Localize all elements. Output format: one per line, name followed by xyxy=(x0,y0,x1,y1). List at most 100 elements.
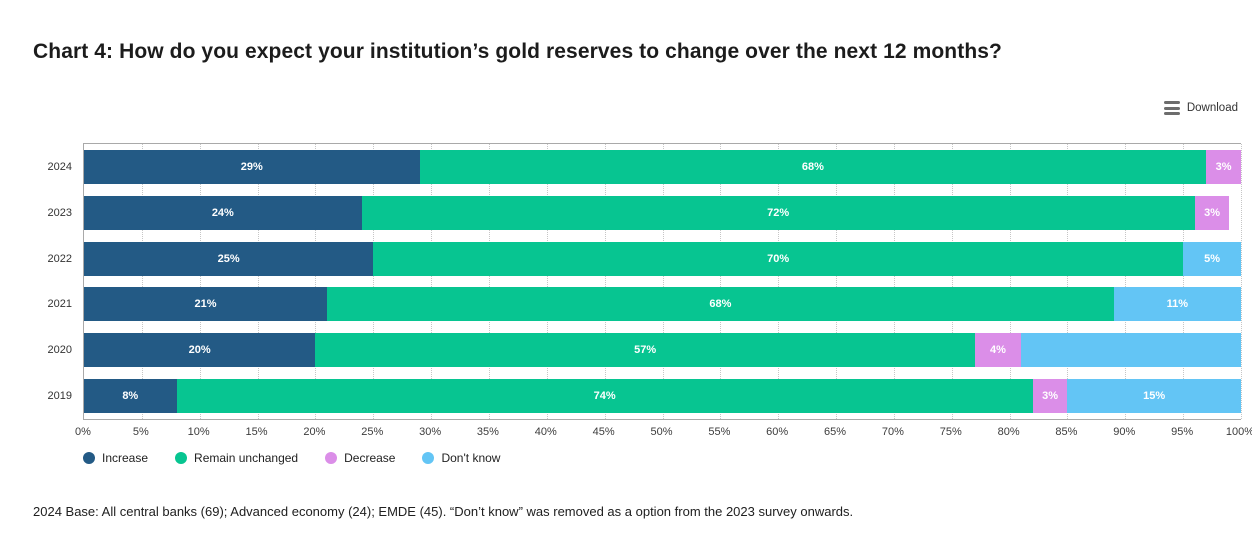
gridline-95 xyxy=(1183,144,1185,419)
gridline-50 xyxy=(662,144,664,419)
x-axis: 0% 5% 10% 15% 20% 25% 30% 35% 40% 45% 50% 55% 60% 65%… xyxy=(75,426,1252,440)
x-tick-30: 30% xyxy=(419,426,442,438)
x-tick-50: 50% xyxy=(650,426,673,438)
gridline-5 xyxy=(141,144,143,419)
category-label-2019: 2019 xyxy=(47,390,72,403)
segment-decrease-2019[interactable]: 3% xyxy=(1032,379,1068,414)
x-tick-60: 60% xyxy=(766,426,789,438)
legend-item-don-t-know[interactable]: Don't know xyxy=(422,451,500,465)
chart-title: Chart 4: How do you expect your institut… xyxy=(33,40,1002,63)
stacked-bar-2020: 20% 57% 4% xyxy=(84,333,1241,368)
download-label: Download xyxy=(1186,102,1238,114)
category-label-2022: 2022 xyxy=(47,252,72,265)
x-tick-55: 55% xyxy=(708,426,731,438)
bar-row-2023: 2023 24% 72% 3% xyxy=(48,190,1241,236)
legend-label-increase: Increase xyxy=(102,451,149,465)
legend-label-remain-unchanged: Remain unchanged xyxy=(194,451,299,465)
x-tick-65: 65% xyxy=(824,426,847,438)
x-tick-70: 70% xyxy=(881,426,904,438)
gridline-85 xyxy=(1067,144,1069,419)
segment-increase-2020[interactable]: 20% xyxy=(84,333,316,368)
bar-row-2019: 2019 8% 74% 3% 15% xyxy=(48,373,1241,419)
category-label-2023: 2023 xyxy=(47,206,72,219)
download-menu-icon xyxy=(1163,101,1180,115)
segment-increase-2023[interactable]: 24% xyxy=(84,195,362,230)
bar-row-2022: 2022 25% 70% 5% xyxy=(48,236,1241,282)
x-tick-100: 100% xyxy=(1225,426,1252,438)
gridline-90 xyxy=(1125,144,1127,419)
segment-don-t-know-2022[interactable]: 5% xyxy=(1183,241,1241,276)
stacked-bar-2023: 24% 72% 3% xyxy=(84,195,1241,230)
segment-increase-2024[interactable]: 29% xyxy=(84,149,420,184)
x-tick-35: 35% xyxy=(476,426,499,438)
bar-row-2021: 2021 21% 68% 11% xyxy=(48,282,1241,328)
segment-decrease-2024[interactable]: 3% xyxy=(1206,149,1241,184)
gridline-45 xyxy=(604,144,606,419)
x-tick-45: 45% xyxy=(592,426,615,438)
segment-remain-unchanged-2021[interactable]: 68% xyxy=(326,287,1114,322)
category-label-2021: 2021 xyxy=(47,298,72,311)
gridline-15 xyxy=(257,144,259,419)
gridline-60 xyxy=(778,144,780,419)
gridline-55 xyxy=(720,144,722,419)
x-tick-5: 5% xyxy=(132,426,149,438)
gridline-75 xyxy=(951,144,953,419)
x-tick-90: 90% xyxy=(1113,426,1136,438)
x-tick-10: 10% xyxy=(187,426,210,438)
legend-item-increase[interactable]: Increase xyxy=(83,451,148,465)
stacked-bar-2024: 29% 68% 3% xyxy=(84,149,1241,184)
category-label-2020: 2020 xyxy=(47,344,72,357)
bar-row-2020: 2020 20% 57% 4% xyxy=(48,327,1241,373)
gridline-25 xyxy=(373,144,375,419)
x-tick-25: 25% xyxy=(361,426,384,438)
gridline-70 xyxy=(893,144,895,419)
x-tick-15: 15% xyxy=(245,426,268,438)
x-tick-20: 20% xyxy=(303,426,326,438)
stacked-bar-2021: 21% 68% 11% xyxy=(84,287,1241,322)
gridline-65 xyxy=(836,144,838,419)
download-button[interactable]: Download xyxy=(1163,101,1238,115)
x-tick-80: 80% xyxy=(997,426,1020,438)
bar-row-2024: 2024 29% 68% 3% xyxy=(48,144,1241,190)
legend-item-remain-unchanged[interactable]: Remain unchanged xyxy=(175,451,298,465)
segment-remain-unchanged-2023[interactable]: 72% xyxy=(361,195,1195,230)
legend-label-don-t-know: Don't know xyxy=(441,451,501,465)
legend: Increase Remain unchanged Decrease Don't kn… xyxy=(83,451,500,465)
gridline-35 xyxy=(488,144,490,419)
gridline-20 xyxy=(315,144,317,419)
legend-dot-remain-unchanged xyxy=(175,452,188,464)
legend-item-decrease[interactable]: Decrease xyxy=(325,451,395,465)
x-tick-85: 85% xyxy=(1055,426,1078,438)
segment-don-t-know-2020[interactable] xyxy=(1021,333,1241,368)
segment-decrease-2023[interactable]: 3% xyxy=(1194,195,1230,230)
segment-decrease-2020[interactable]: 4% xyxy=(974,333,1022,368)
x-tick-40: 40% xyxy=(534,426,557,438)
gridline-40 xyxy=(546,144,548,419)
segment-increase-2022[interactable]: 25% xyxy=(84,241,374,276)
stacked-bar-2022: 25% 70% 5% xyxy=(84,241,1241,276)
legend-label-decrease: Decrease xyxy=(344,451,396,465)
legend-dot-don-t-know xyxy=(422,452,435,464)
stacked-bar-2019: 8% 74% 3% 15% xyxy=(84,379,1241,414)
segment-remain-unchanged-2024[interactable]: 68% xyxy=(419,149,1207,184)
segment-don-t-know-2019[interactable]: 15% xyxy=(1067,379,1241,414)
plot-area: 2024 29% 68% 3% 2023 24% 72% 3% 2022 25% 70% 5% 2021… xyxy=(48,143,1242,420)
segment-remain-unchanged-2022[interactable]: 70% xyxy=(373,241,1184,276)
category-label-2024: 2024 xyxy=(47,160,72,173)
legend-dot-decrease xyxy=(325,452,338,464)
segment-increase-2019[interactable]: 8% xyxy=(84,379,177,414)
x-tick-75: 75% xyxy=(939,426,962,438)
gridline-100 xyxy=(1241,144,1242,419)
x-tick-0: 0% xyxy=(75,426,91,438)
footnote: 2024 Base: All central banks (69); Advan… xyxy=(33,504,854,519)
gridline-30 xyxy=(431,144,433,419)
segment-remain-unchanged-2020[interactable]: 57% xyxy=(315,333,975,368)
segment-increase-2021[interactable]: 21% xyxy=(84,287,327,322)
x-tick-95: 95% xyxy=(1171,426,1194,438)
segment-don-t-know-2021[interactable]: 11% xyxy=(1113,287,1241,322)
legend-dot-increase xyxy=(83,452,95,464)
gridline-80 xyxy=(1009,144,1011,419)
gridline-10 xyxy=(199,144,201,419)
segment-remain-unchanged-2019[interactable]: 74% xyxy=(176,379,1033,414)
